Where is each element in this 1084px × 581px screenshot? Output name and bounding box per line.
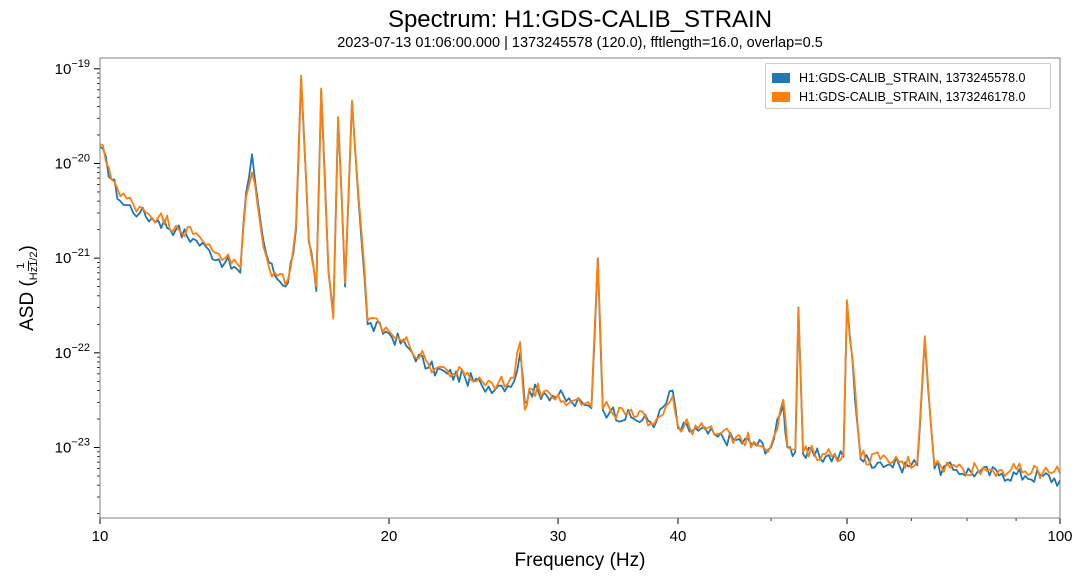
legend-entry-2: H1:GDS-CALIB_STRAIN, 1373246178.0 [772,87,1050,106]
legend-swatch-2 [772,91,790,102]
legend-entry-1: H1:GDS-CALIB_STRAIN, 1373245578.0 [772,68,1050,87]
x-axis-label: Frequency (Hz) [514,550,646,571]
legend-label-1: H1:GDS-CALIB_STRAIN, 1373245578.0 [799,70,1026,85]
x-axis: 10 20 30 40 60 100 [92,518,1073,545]
y-axis-unit-fraction: 1 Hz1/2 [14,251,40,281]
chart-title: Spectrum: H1:GDS-CALIB_STRAIN [387,6,773,33]
x-tick-label-3: 30 [550,528,567,545]
y-axis-unit-denominator: Hz1/2 [27,251,40,281]
y-axis: 10−19 10−20 10−21 10−22 10−23 [55,58,100,515]
y-axis-label: ASD (1 Hz1/2) [14,245,40,331]
y-tick-label-2: 10−20 [55,152,90,172]
chart-subtitle: 2023-07-13 01:06:00.000 | 1373245578 (12… [337,35,823,51]
x-tick-label-2: 20 [381,528,398,545]
y-tick-label-1: 10−19 [55,58,90,78]
plot-frame [99,57,1061,519]
series-line-1 [99,77,1061,487]
y-tick-label-5: 10−23 [55,436,90,456]
chart-legend: H1:GDS-CALIB_STRAIN, 1373245578.0 H1:GDS… [765,63,1051,109]
plot-series [99,74,1061,487]
legend-label-2: H1:GDS-CALIB_STRAIN, 1373246178.0 [799,89,1026,104]
x-tick-label-5: 60 [839,528,856,545]
x-tick-label-4: 40 [670,528,687,545]
series-line-2 [99,74,1061,480]
y-tick-label-3: 10−21 [55,247,90,267]
x-tick-label-1: 10 [92,528,109,545]
x-tick-label-6: 100 [1047,528,1072,545]
y-axis-label-paren-close: ) [17,245,39,252]
y-axis-label-paren: ( [17,280,39,287]
legend-swatch-1 [772,72,790,83]
y-tick-label-4: 10−22 [55,342,90,362]
y-axis-label-text: ASD [17,291,39,331]
y-axis-unit-numerator: 1 [14,260,29,271]
